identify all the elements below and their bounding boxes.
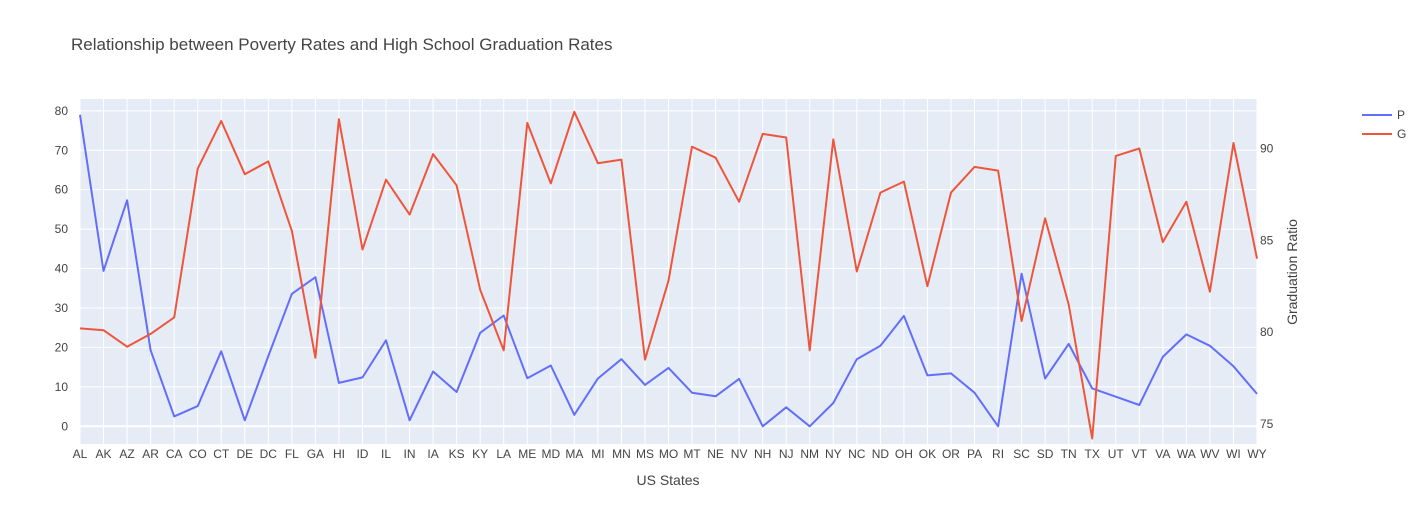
- x-tick-label: AL: [73, 447, 88, 461]
- x-tick-label: CT: [213, 447, 230, 461]
- x-tick-label: SC: [1013, 447, 1030, 461]
- y2-tick-label: 85: [1260, 233, 1274, 247]
- x-tick-label: MI: [591, 447, 604, 461]
- x-tick-label: NH: [754, 447, 771, 461]
- x-tick-label: MO: [659, 447, 678, 461]
- x-tick-label: MN: [612, 447, 631, 461]
- x-tick-label: DE: [236, 447, 253, 461]
- x-tick-label: CA: [166, 447, 183, 461]
- x-tick-label: HI: [333, 447, 345, 461]
- x-tick-label: WV: [1200, 447, 1219, 461]
- x-tick-label: AZ: [119, 447, 134, 461]
- x-tick-label: GA: [307, 447, 324, 461]
- x-tick-label: OK: [919, 447, 936, 461]
- x-tick-label: VA: [1155, 447, 1170, 461]
- x-tick-label: ME: [518, 447, 536, 461]
- x-axis-ticks: AL AK AZ AR CA CO CT DE DC FL GA HI ID IL IN IA KS KY LA ME…: [73, 447, 1267, 461]
- x-tick-label: MT: [683, 447, 701, 461]
- x-tick-label: FL: [285, 447, 299, 461]
- x-tick-label: MD: [541, 447, 560, 461]
- x-tick-label: AK: [96, 447, 112, 461]
- y2-tick-label: 75: [1260, 417, 1274, 431]
- series-lines: [79, 110, 1258, 440]
- y-tick-label: 60: [55, 183, 69, 197]
- x-tick-label: TN: [1061, 447, 1077, 461]
- legend-label-G[interactable]: G: [1397, 127, 1406, 141]
- x-tick-label: NY: [825, 447, 842, 461]
- x-tick-label: ID: [356, 447, 368, 461]
- y-axis-ticks: 0 10 20 30 40 50 60 70 80: [55, 104, 69, 433]
- y-tick-label: 30: [55, 301, 69, 315]
- legend[interactable]: PG: [1362, 108, 1406, 141]
- x-tick-label: NM: [800, 447, 819, 461]
- x-tick-label: KY: [472, 447, 488, 461]
- y2-tick-label: 90: [1260, 142, 1274, 156]
- x-tick-label: LA: [496, 447, 511, 461]
- grid: [79, 99, 1258, 444]
- y-tick-label: 20: [55, 340, 69, 354]
- x-tick-label: VT: [1132, 447, 1148, 461]
- y-tick-label: 70: [55, 143, 69, 157]
- x-tick-label: ND: [872, 447, 890, 461]
- y-tick-label: 80: [55, 104, 69, 118]
- x-tick-label: NC: [848, 447, 866, 461]
- x-tick-label: IN: [404, 447, 416, 461]
- x-tick-label: WA: [1177, 447, 1196, 461]
- x-tick-label: MA: [565, 447, 583, 461]
- y-tick-label: 50: [55, 222, 69, 236]
- x-tick-label: TX: [1085, 447, 1100, 461]
- x-tick-label: NV: [731, 447, 748, 461]
- x-tick-label: IA: [427, 447, 438, 461]
- x-tick-label: CO: [189, 447, 207, 461]
- x-tick-label: RI: [992, 447, 1004, 461]
- x-tick-label: NE: [707, 447, 724, 461]
- x-tick-label: UT: [1108, 447, 1125, 461]
- x-tick-label: SD: [1037, 447, 1054, 461]
- legend-label-P[interactable]: P: [1397, 108, 1405, 122]
- x-tick-label: KS: [449, 447, 465, 461]
- y2-axis-ticks: 75 80 85 90: [1260, 142, 1274, 431]
- y2-axis-title: Graduation Ratio: [1284, 219, 1300, 325]
- chart-title: Relationship between Poverty Rates and H…: [71, 35, 613, 54]
- x-tick-label: WI: [1226, 447, 1241, 461]
- y-tick-label: 10: [55, 380, 69, 394]
- x-tick-label: MS: [636, 447, 654, 461]
- x-tick-label: DC: [260, 447, 278, 461]
- y2-tick-label: 80: [1260, 325, 1274, 339]
- x-tick-label: PA: [967, 447, 982, 461]
- x-tick-label: AR: [142, 447, 159, 461]
- x-tick-label: NJ: [779, 447, 794, 461]
- x-tick-label: WY: [1247, 447, 1266, 461]
- x-axis-title: US States: [636, 472, 699, 488]
- series-line-P: [79, 114, 1258, 428]
- x-tick-label: OH: [895, 447, 913, 461]
- y-tick-label: 0: [61, 419, 68, 433]
- series-line-G: [79, 110, 1258, 440]
- x-tick-label: OR: [942, 447, 960, 461]
- x-tick-label: IL: [381, 447, 391, 461]
- y-tick-label: 40: [55, 262, 69, 276]
